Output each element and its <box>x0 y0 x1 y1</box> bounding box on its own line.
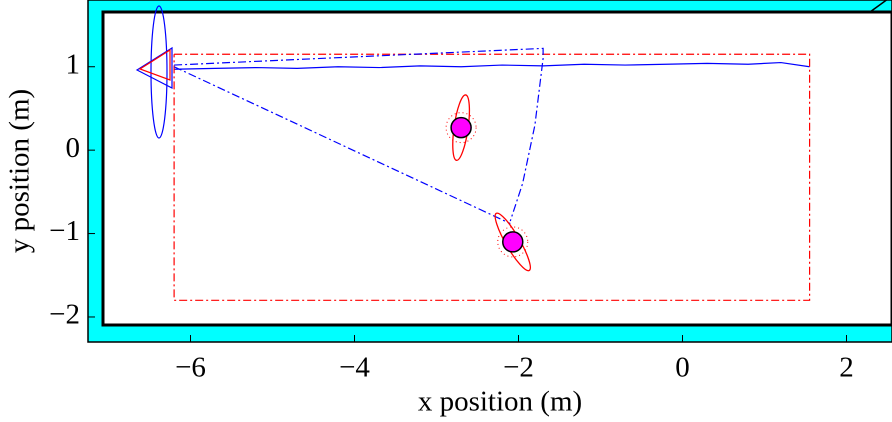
y-tick-label: 1 <box>66 48 81 80</box>
dashdot-line <box>173 66 511 225</box>
x-tick-label: −4 <box>339 352 370 384</box>
y-axis-label: y position (m) <box>4 89 36 253</box>
trajectory <box>174 61 810 70</box>
x-tick-label: −6 <box>175 352 206 384</box>
x-tick-label: 2 <box>839 352 854 384</box>
landmark <box>502 231 524 253</box>
y-tick-label: 0 <box>66 132 81 164</box>
dashdot-line <box>173 53 811 301</box>
marker-halo <box>445 112 477 144</box>
x-tick-label: −2 <box>503 352 534 384</box>
landmark <box>450 116 472 139</box>
robot-pose <box>135 46 173 89</box>
y-tick-label: −2 <box>49 299 80 331</box>
wall-corner <box>869 0 888 13</box>
robot-estimate <box>138 48 171 81</box>
x-axis-label: x position (m) <box>418 386 582 418</box>
robot-uncertainty <box>150 5 168 139</box>
x-tick-label: 0 <box>675 352 690 384</box>
marker-halo <box>497 226 529 258</box>
dashdot-line <box>174 47 544 222</box>
y-tick-label: −1 <box>49 215 80 247</box>
plot-area <box>173 47 811 301</box>
wall-inner <box>101 10 892 327</box>
